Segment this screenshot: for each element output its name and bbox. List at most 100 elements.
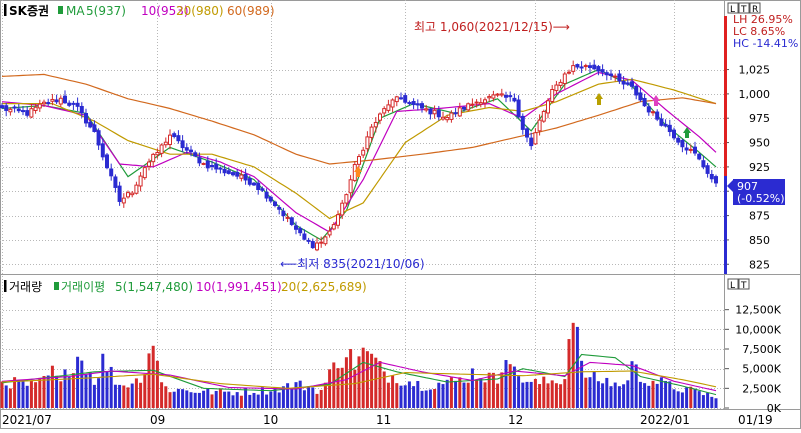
candle-up (613, 75, 618, 78)
volume-bar (365, 351, 369, 408)
volume-bar (454, 380, 458, 408)
candle-down (16, 108, 21, 112)
candle-down (600, 69, 605, 73)
volume-bar (462, 382, 466, 408)
x-axis-right-label: 01/19 (738, 413, 773, 427)
volume-bar (420, 390, 424, 408)
candle-up (344, 194, 349, 204)
candle-down (172, 133, 177, 137)
candle-up (130, 192, 135, 196)
volume-bar (525, 381, 529, 408)
candle-up (33, 106, 38, 111)
volume-bar (445, 379, 449, 408)
candle-up (168, 134, 172, 145)
candle-down (273, 201, 277, 207)
date-tick-label: 12 (508, 413, 523, 427)
volume-bar (412, 386, 416, 408)
candle-down (235, 171, 240, 177)
candle-down (117, 185, 122, 202)
candle-down (75, 102, 80, 107)
volume-tick-label: 7,500K (742, 343, 781, 356)
candle-up (445, 117, 450, 121)
candle-up (323, 236, 328, 245)
candle-down (672, 129, 676, 139)
candle-up (327, 230, 332, 236)
price-tick-label: 1,025 (739, 64, 771, 77)
ma-legend-5: 5(937) (86, 4, 126, 18)
volume-bar (647, 385, 651, 408)
volume-bar (130, 383, 134, 408)
candle-down (289, 217, 294, 225)
candle-up (382, 108, 387, 114)
candle-down (84, 113, 88, 124)
volume-bar (407, 381, 411, 408)
buy-signal-arrow (683, 127, 691, 138)
volume-bar (252, 392, 256, 408)
candle-up (470, 103, 475, 106)
volume-bar (302, 390, 306, 408)
volume-bar (512, 366, 516, 408)
volume-bar (336, 368, 340, 408)
volume-button-l-label: L (730, 281, 735, 291)
volume-bar (168, 392, 172, 408)
price-tick-label: 1,000 (739, 88, 771, 101)
candle-down (67, 102, 72, 106)
candle-up (315, 242, 319, 251)
volume-bar (487, 372, 491, 408)
volume-bar (483, 382, 487, 408)
panel-button-l[interactable] (727, 2, 739, 14)
candle-up (541, 110, 546, 122)
volume-bar (655, 383, 659, 408)
candle-up (466, 103, 471, 111)
candle-up (390, 99, 395, 108)
candle-down (12, 106, 17, 109)
date-axis-ticks: 2021/07 09 10 11 12 2022/01 (2, 413, 690, 427)
candle-up (8, 108, 13, 113)
ma-line-10 (1, 71, 717, 233)
volume-tick-label: 5,000K (742, 363, 781, 376)
volume-button-l[interactable] (727, 278, 739, 290)
volume-bar (344, 357, 348, 408)
candle-down (25, 110, 30, 116)
volume-bar (701, 395, 705, 408)
volume-bar (575, 326, 579, 408)
candle-up (319, 241, 324, 244)
candle-up (558, 81, 563, 86)
title-marker (4, 4, 7, 16)
candle-down (218, 167, 223, 170)
candle-down (663, 123, 668, 127)
price-tick-label: 825 (749, 258, 770, 271)
stat-lh: LH 26.95% (733, 13, 793, 26)
candle-up (348, 179, 353, 194)
candle-down (705, 165, 710, 174)
candle-down (529, 137, 534, 147)
volume-bar (189, 392, 193, 408)
candle-down (4, 105, 9, 111)
volume-bar (42, 375, 46, 408)
candle-down (411, 101, 416, 106)
volume-bar (88, 372, 92, 408)
volume-bar (13, 377, 17, 408)
candle-down (676, 137, 681, 143)
volume-bar (617, 386, 621, 408)
volume-bar (59, 381, 63, 408)
volume-bar (651, 380, 655, 408)
volume-bar (395, 383, 399, 408)
candle-down (226, 170, 231, 174)
volume-ma-line-10 (1, 361, 717, 392)
candle-down (21, 110, 25, 113)
volume-bar (147, 353, 151, 408)
panel-button-t[interactable] (738, 2, 750, 14)
volume-bar (185, 390, 189, 408)
volume-bar (239, 395, 243, 408)
candle-down (180, 140, 185, 149)
candle-up (29, 108, 34, 118)
volume-button-t[interactable] (738, 278, 750, 290)
volume-bar (491, 372, 495, 408)
candle-up (138, 175, 143, 187)
volume-bar (672, 389, 676, 408)
volume-bar (109, 366, 113, 408)
panel-button-r[interactable] (749, 2, 761, 14)
volume-bar (84, 374, 88, 408)
candle-up (58, 97, 63, 105)
